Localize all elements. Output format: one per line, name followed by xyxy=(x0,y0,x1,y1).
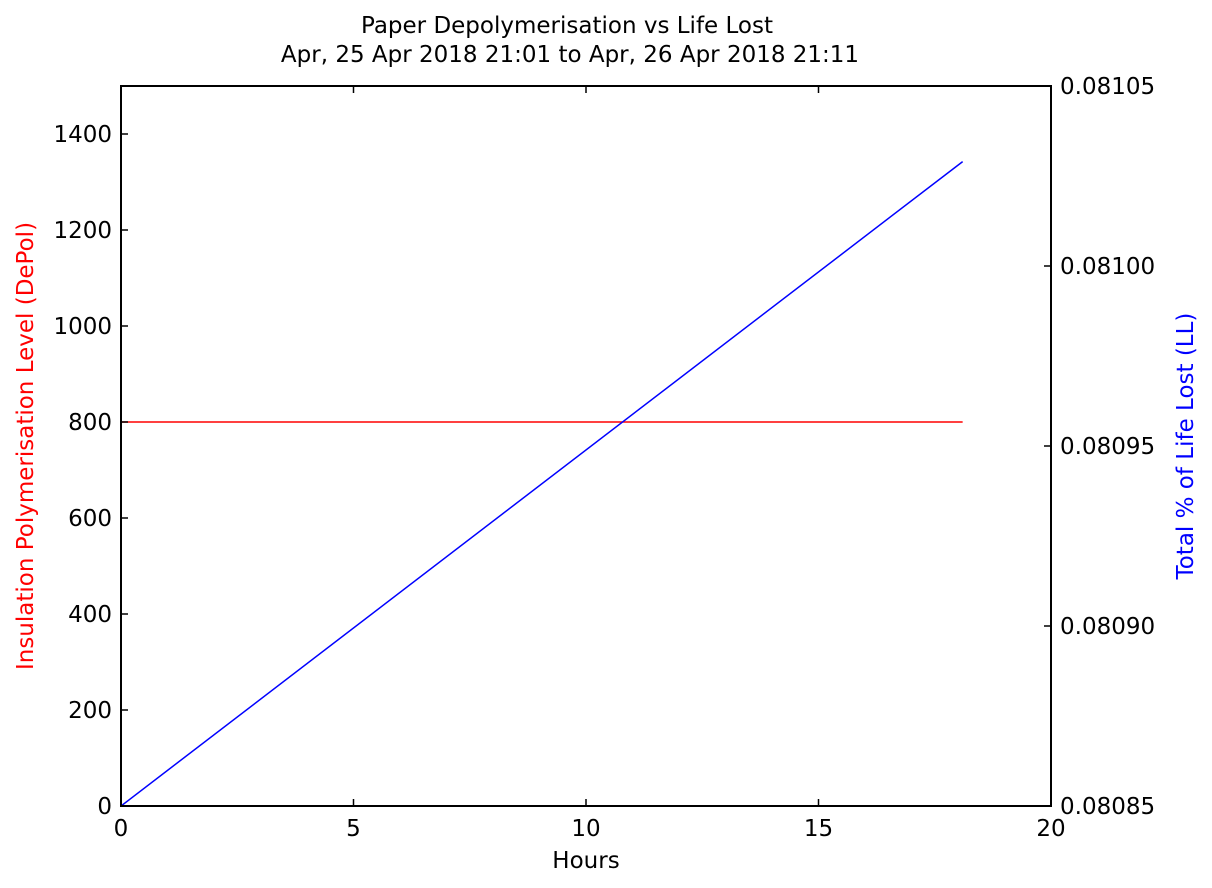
x-tick-label: 5 xyxy=(346,816,361,842)
right-y-tick-label: 0.08090 xyxy=(1060,614,1155,640)
x-tick-label: 15 xyxy=(804,816,833,842)
left-y-tick-label: 1200 xyxy=(53,218,112,244)
left-y-tick-label: 600 xyxy=(68,506,112,532)
x-tick-label: 10 xyxy=(571,816,600,842)
right-y-tick-label: 0.08085 xyxy=(1060,794,1155,820)
plot-series xyxy=(120,161,964,807)
axis-ticks: 0 5 10 15 2002004006008001000120014000.08085… xyxy=(53,74,1155,842)
x-axis-label: Hours xyxy=(552,848,619,874)
x-tick-label: 0 xyxy=(114,816,129,842)
chart-subtitle: Apr, 25 Apr 2018 21:01 to Apr, 26 Apr 20… xyxy=(281,42,859,68)
x-tick-label: 20 xyxy=(1036,816,1065,842)
right-y-tick-label: 0.08100 xyxy=(1060,254,1155,280)
left-y-tick-label: 800 xyxy=(68,410,112,436)
right-y-tick-label: 0.08105 xyxy=(1060,74,1155,100)
left-y-tick-label: 1000 xyxy=(53,314,112,340)
right-y-axis-label: Total % of Life Lost (LL) xyxy=(1173,313,1199,581)
right-y-tick-label: 0.08095 xyxy=(1060,434,1155,460)
left-y-tick-label: 1400 xyxy=(53,122,112,148)
chart-title: Paper Depolymerisation vs Life Lost xyxy=(361,13,773,39)
series-line-life-lost xyxy=(120,161,964,807)
left-y-axis-label: Insulation Polymerisation Level (DePol) xyxy=(13,222,39,670)
plot-frame xyxy=(120,85,1052,807)
left-y-tick-label: 400 xyxy=(68,602,112,628)
left-y-tick-label: 200 xyxy=(68,698,112,724)
left-y-tick-label: 0 xyxy=(97,794,112,820)
